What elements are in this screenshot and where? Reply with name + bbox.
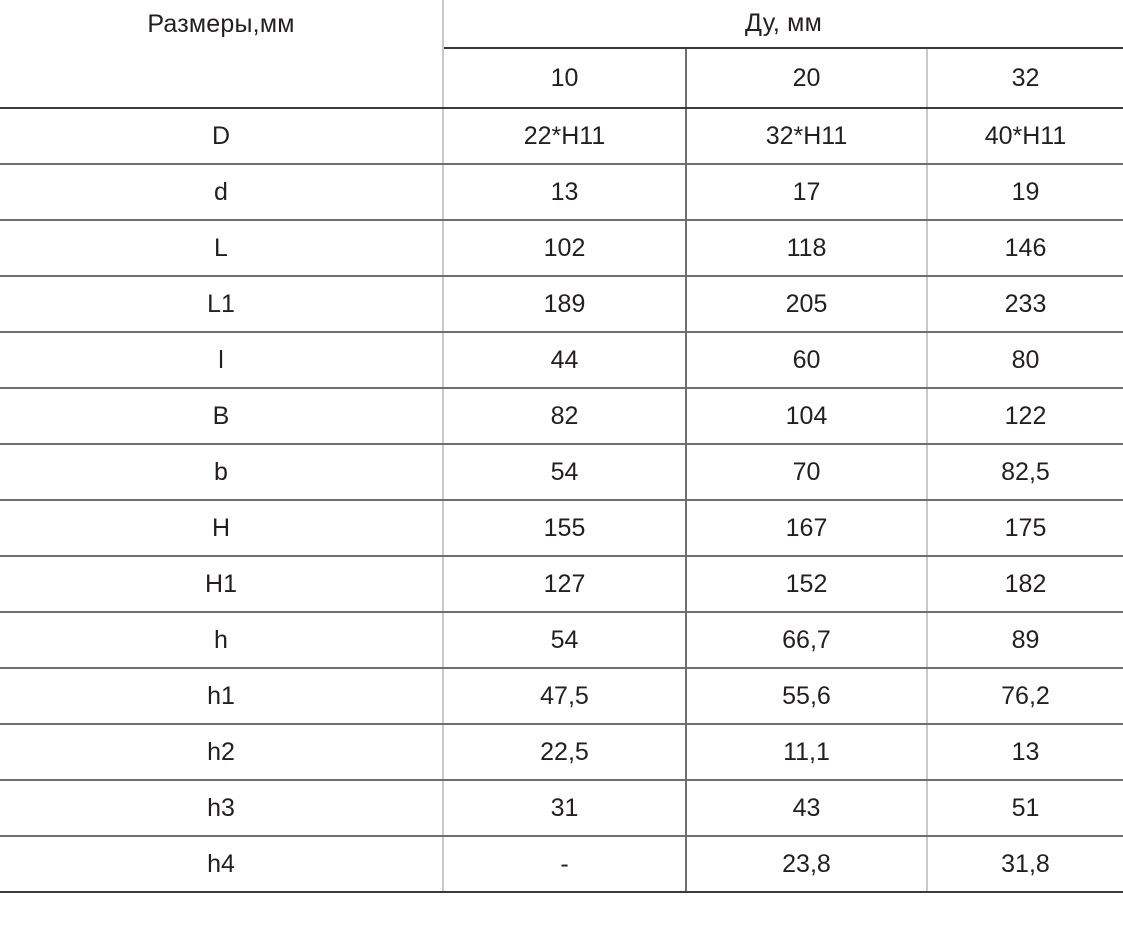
row-value-dn32: 122 <box>927 388 1123 445</box>
row-value-dn32: 19 <box>927 164 1123 221</box>
row-value-dn20: 11,1 <box>686 724 928 781</box>
row-label: H1 <box>0 556 444 613</box>
table-header: Размеры,мм Ду, мм 10 20 32 <box>0 0 1123 109</box>
row-value-dn20: 66,7 <box>686 612 928 669</box>
row-value-dn10: 82 <box>443 388 687 445</box>
table-row: L1 189 205 233 <box>0 276 1123 333</box>
row-label: l <box>0 332 444 389</box>
row-label: h4 <box>0 836 444 893</box>
table-row: h3 31 43 51 <box>0 780 1123 837</box>
row-value-dn20: 60 <box>686 332 928 389</box>
row-label: B <box>0 388 444 445</box>
row-value-dn20: 32*H11 <box>686 108 928 165</box>
table-row: b 54 70 82,5 <box>0 444 1123 501</box>
table-row: h2 22,5 11,1 13 <box>0 724 1123 781</box>
row-label: D <box>0 108 444 165</box>
row-label: L1 <box>0 276 444 333</box>
row-value-dn10: 189 <box>443 276 687 333</box>
row-value-dn20: 70 <box>686 444 928 501</box>
row-value-dn32: 13 <box>927 724 1123 781</box>
row-label: d <box>0 164 444 221</box>
table-body: D 22*H11 32*H11 40*H11 d 13 17 19 L 102 … <box>0 108 1123 893</box>
table-row: h4 - 23,8 31,8 <box>0 836 1123 893</box>
row-label: H <box>0 500 444 557</box>
row-value-dn32: 89 <box>927 612 1123 669</box>
row-value-dn32: 233 <box>927 276 1123 333</box>
row-value-dn10: 54 <box>443 612 687 669</box>
row-value-dn20: 17 <box>686 164 928 221</box>
row-label: h <box>0 612 444 669</box>
header-group-title: Ду, мм <box>443 0 1123 49</box>
row-value-dn32: 40*H11 <box>927 108 1123 165</box>
row-value-dn10: 54 <box>443 444 687 501</box>
table-row: H 155 167 175 <box>0 500 1123 557</box>
row-value-dn10: 155 <box>443 500 687 557</box>
row-value-dn32: 182 <box>927 556 1123 613</box>
row-value-dn32: 76,2 <box>927 668 1123 725</box>
row-value-dn32: 175 <box>927 500 1123 557</box>
row-value-dn32: 31,8 <box>927 836 1123 893</box>
row-value-dn20: 55,6 <box>686 668 928 725</box>
row-value-dn10: 102 <box>443 220 687 277</box>
row-value-dn10: 22*H11 <box>443 108 687 165</box>
row-value-dn10: - <box>443 836 687 893</box>
header-subcolumn-2: 20 <box>686 48 928 109</box>
row-value-dn10: 47,5 <box>443 668 687 725</box>
row-value-dn20: 23,8 <box>686 836 928 893</box>
row-value-dn20: 205 <box>686 276 928 333</box>
row-label: L <box>0 220 444 277</box>
header-row-subcolumns: 10 20 32 <box>0 48 1123 109</box>
dimensions-table: Размеры,мм Ду, мм 10 20 32 D 22*H11 32*H… <box>0 0 1123 893</box>
row-value-dn10: 13 <box>443 164 687 221</box>
row-value-dn10: 31 <box>443 780 687 837</box>
table-row: D 22*H11 32*H11 40*H11 <box>0 108 1123 165</box>
row-label: b <box>0 444 444 501</box>
table-row: l 44 60 80 <box>0 332 1123 389</box>
table-row: B 82 104 122 <box>0 388 1123 445</box>
table-row: d 13 17 19 <box>0 164 1123 221</box>
table-sheet: Размеры,мм Ду, мм 10 20 32 D 22*H11 32*H… <box>0 0 1123 893</box>
header-label-column-title: Размеры,мм <box>0 0 444 48</box>
row-value-dn32: 82,5 <box>927 444 1123 501</box>
table-row: H1 127 152 182 <box>0 556 1123 613</box>
row-value-dn20: 167 <box>686 500 928 557</box>
row-value-dn10: 127 <box>443 556 687 613</box>
header-row-group: Размеры,мм Ду, мм <box>0 0 1123 49</box>
row-value-dn32: 80 <box>927 332 1123 389</box>
row-value-dn20: 43 <box>686 780 928 837</box>
row-value-dn32: 51 <box>927 780 1123 837</box>
table-row: L 102 118 146 <box>0 220 1123 277</box>
row-value-dn20: 118 <box>686 220 928 277</box>
row-value-dn10: 22,5 <box>443 724 687 781</box>
header-subcolumn-3: 32 <box>927 48 1123 109</box>
table-row: h 54 66,7 89 <box>0 612 1123 669</box>
row-value-dn20: 104 <box>686 388 928 445</box>
row-value-dn10: 44 <box>443 332 687 389</box>
row-label: h2 <box>0 724 444 781</box>
row-value-dn20: 152 <box>686 556 928 613</box>
row-label: h3 <box>0 780 444 837</box>
row-value-dn32: 146 <box>927 220 1123 277</box>
bottom-whitespace <box>0 893 1123 940</box>
row-label: h1 <box>0 668 444 725</box>
header-subcolumn-1: 10 <box>443 48 687 109</box>
header-label-column-spacer <box>0 48 444 109</box>
table-row: h1 47,5 55,6 76,2 <box>0 668 1123 725</box>
